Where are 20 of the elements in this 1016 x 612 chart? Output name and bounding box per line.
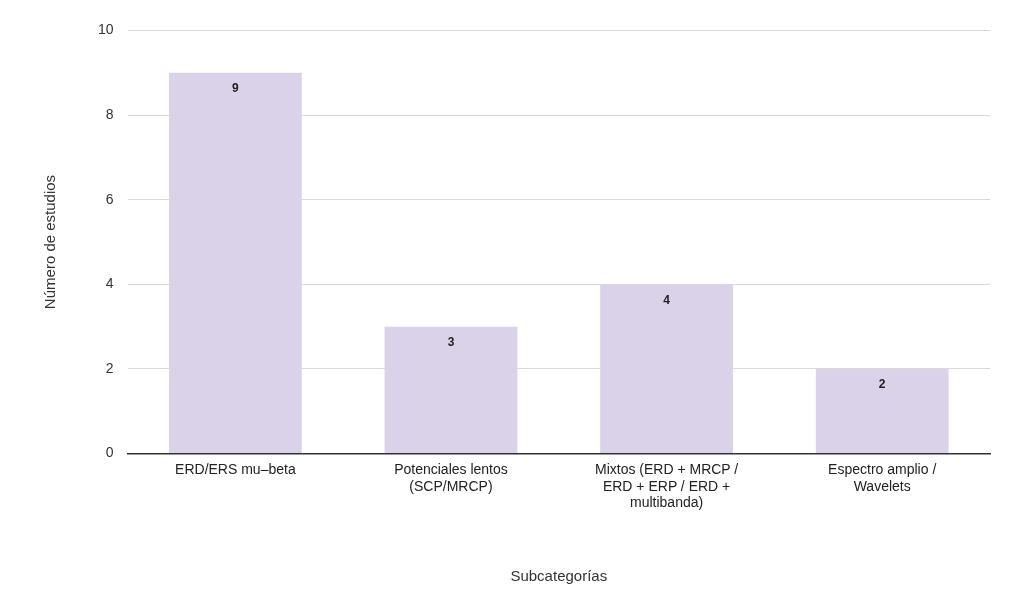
bar — [815, 368, 949, 454]
y-tick-label: 6 — [105, 190, 114, 207]
data-label: 4 — [663, 292, 671, 307]
x-tick-label: Espectro amplio / Wavelets — [828, 460, 937, 494]
y-tick-label: 4 — [105, 275, 114, 292]
x-tick-label: Mixtos (ERD + MRCP / ERD + ERP / ERD + multibanda) — [594, 460, 739, 511]
data-label: 3 — [447, 334, 455, 349]
bar — [168, 72, 302, 454]
y-tick-label: 2 — [105, 359, 114, 376]
y-tick-label: 0 — [105, 444, 114, 461]
y-axis-title: Número de estudios — [41, 174, 59, 310]
bar — [600, 284, 733, 454]
x-axis-title: Subcategorías — [510, 567, 608, 585]
data-label: 9 — [232, 81, 240, 96]
bar — [384, 326, 518, 454]
y-tick-label: 8 — [105, 105, 114, 122]
data-label: 2 — [878, 377, 886, 392]
x-tick-label: Potenciales lentos (SCP/MRCP) — [394, 460, 508, 494]
y-tick-label: 10 — [97, 21, 114, 38]
x-tick-label: ERD/ERS mu–beta — [175, 460, 296, 477]
